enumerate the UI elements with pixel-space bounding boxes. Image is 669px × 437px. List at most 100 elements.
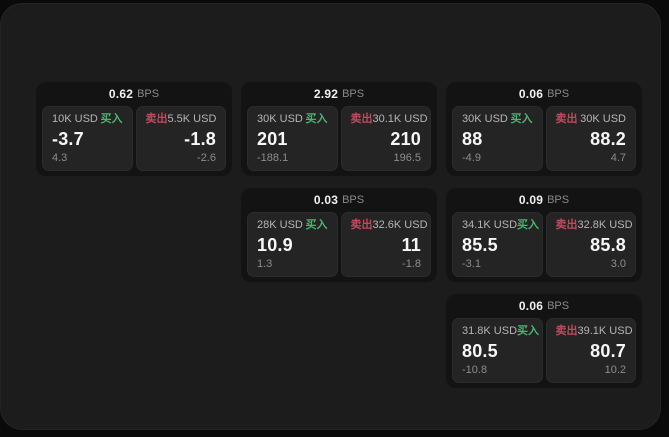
buy-size-label: 31.8K USD: [462, 325, 518, 337]
buy-size-label: 34.1K USD: [462, 219, 518, 231]
buy-main-value: -3.7: [52, 129, 84, 149]
buy-size-label: 10K USD: [52, 113, 98, 125]
sell-panel-header: 卖出 39.1K USD: [556, 326, 633, 337]
buy-panel-header: 10K USD 买入: [52, 114, 123, 125]
dashboard-panel: 0.62 BPS 10K USD 买入 -3.7 4.3 卖出 5.5K USD…: [0, 3, 661, 430]
bps-unit: BPS: [342, 88, 365, 100]
sell-size-label: 32.6K USD: [372, 219, 428, 231]
buy-size-label: 30K USD: [257, 113, 303, 125]
buy-sub-value: -4.9: [462, 152, 481, 164]
buy-panel-header: 30K USD 买入: [257, 114, 328, 125]
buy-sub-value: 1.3: [257, 258, 273, 270]
bps-unit: BPS: [547, 300, 570, 312]
quote-cards-grid: 0.62 BPS 10K USD 买入 -3.7 4.3 卖出 5.5K USD…: [36, 82, 642, 388]
sell-sub-value: -1.8: [402, 258, 421, 270]
buy-sub-value: 4.3: [52, 152, 68, 164]
quote-card: 0.62 BPS 10K USD 买入 -3.7 4.3 卖出 5.5K USD…: [36, 82, 232, 176]
quote-card: 0.06 BPS 31.8K USD 买入 80.5 -10.8 卖出 39.1…: [446, 294, 642, 388]
card-header: 0.62 BPS: [42, 82, 226, 106]
sell-main-value: 88.2: [590, 129, 626, 149]
sell-size-label: 30.1K USD: [372, 113, 428, 125]
sell-direction-label: 卖出: [145, 113, 168, 125]
card-header: 2.92 BPS: [247, 82, 431, 106]
buy-panel[interactable]: 31.8K USD 买入 80.5 -10.8: [452, 318, 543, 383]
sell-sub-value: 196.5: [393, 152, 421, 164]
sell-sub-value: 4.7: [610, 152, 626, 164]
quote-sides: 31.8K USD 买入 80.5 -10.8 卖出 39.1K USD 80.…: [452, 318, 636, 383]
sell-main-value: -1.8: [184, 129, 216, 149]
bps-unit: BPS: [547, 194, 570, 206]
sell-direction-label: 卖出: [555, 219, 578, 231]
sell-panel[interactable]: 卖出 30.1K USD 210 196.5: [340, 106, 431, 171]
quote-card: 2.92 BPS 30K USD 买入 201 -188.1 卖出 30.1K …: [241, 82, 437, 176]
card-header: 0.06 BPS: [452, 294, 636, 318]
sell-sub-value: 3.0: [610, 258, 626, 270]
sell-panel[interactable]: 卖出 5.5K USD -1.8 -2.6: [135, 106, 226, 171]
bps-value: 0.09: [518, 193, 544, 207]
buy-direction-label: 买入: [510, 113, 533, 125]
buy-direction-label: 买入: [517, 325, 540, 337]
buy-panel-header: 30K USD 买入: [462, 114, 533, 125]
buy-panel[interactable]: 28K USD 买入 10.9 1.3: [247, 212, 338, 277]
sell-direction-label: 卖出: [350, 113, 373, 125]
buy-direction-label: 买入: [305, 113, 328, 125]
buy-size-label: 28K USD: [257, 219, 303, 231]
bps-unit: BPS: [342, 194, 365, 206]
quote-sides: 10K USD 买入 -3.7 4.3 卖出 5.5K USD -1.8 -2.…: [42, 106, 226, 171]
buy-sub-value: -10.8: [462, 364, 488, 376]
sell-panel[interactable]: 卖出 30K USD 88.2 4.7: [545, 106, 636, 171]
sell-direction-label: 卖出: [350, 219, 373, 231]
buy-panel[interactable]: 30K USD 买入 88 -4.9: [452, 106, 543, 171]
quote-card: 0.03 BPS 28K USD 买入 10.9 1.3 卖出 32.6K US…: [241, 188, 437, 282]
buy-panel-header: 31.8K USD 买入: [462, 325, 539, 337]
buy-direction-label: 买入: [305, 219, 328, 231]
sell-size-label: 39.1K USD: [577, 325, 633, 337]
card-header: 0.09 BPS: [452, 188, 636, 212]
sell-panel-header: 卖出 30.1K USD: [350, 113, 428, 125]
bps-value: 2.92: [313, 87, 339, 101]
card-header: 0.06 BPS: [452, 82, 636, 106]
buy-panel-header: 34.1K USD 买入: [462, 219, 539, 231]
sell-sub-value: 10.2: [604, 364, 626, 376]
sell-size-label: 30K USD: [580, 113, 626, 125]
sell-direction-label: 卖出: [555, 113, 578, 125]
buy-direction-label: 买入: [100, 113, 123, 125]
buy-main-value: 201: [257, 129, 288, 149]
bps-value: 0.06: [518, 87, 544, 101]
sell-panel[interactable]: 卖出 32.6K USD 11 -1.8: [340, 212, 431, 277]
sell-panel-header: 卖出 5.5K USD: [146, 114, 217, 125]
sell-sub-value: -2.6: [197, 152, 216, 164]
sell-panel-header: 卖出 32.8K USD: [555, 219, 633, 231]
sell-panel[interactable]: 卖出 32.8K USD 85.8 3.0: [545, 212, 636, 277]
sell-size-label: 32.8K USD: [577, 219, 633, 231]
sell-size-label: 5.5K USD: [167, 113, 217, 125]
bps-value: 0.03: [313, 193, 339, 207]
bps-unit: BPS: [547, 88, 570, 100]
sell-main-value: 210: [390, 129, 421, 149]
buy-main-value: 88: [462, 129, 483, 149]
buy-sub-value: -3.1: [462, 258, 481, 270]
sell-main-value: 85.8: [590, 235, 626, 255]
buy-size-label: 30K USD: [462, 113, 508, 125]
buy-main-value: 85.5: [462, 235, 498, 255]
bps-value: 0.62: [108, 87, 134, 101]
buy-panel[interactable]: 30K USD 买入 201 -188.1: [247, 106, 338, 171]
buy-main-value: 10.9: [257, 235, 293, 255]
bps-unit: BPS: [137, 88, 160, 100]
bps-value: 0.06: [518, 299, 544, 313]
sell-panel[interactable]: 卖出 39.1K USD 80.7 10.2: [545, 318, 636, 383]
buy-main-value: 80.5: [462, 341, 498, 361]
buy-panel[interactable]: 10K USD 买入 -3.7 4.3: [42, 106, 133, 171]
sell-main-value: 11: [401, 235, 421, 255]
quote-sides: 30K USD 买入 88 -4.9 卖出 30K USD 88.2 4.7: [452, 106, 636, 171]
card-header: 0.03 BPS: [247, 188, 431, 212]
buy-panel-header: 28K USD 买入: [257, 220, 328, 231]
buy-sub-value: -188.1: [257, 152, 289, 164]
quote-sides: 28K USD 买入 10.9 1.3 卖出 32.6K USD 11 -1.8: [247, 212, 431, 277]
buy-panel[interactable]: 34.1K USD 买入 85.5 -3.1: [452, 212, 543, 277]
sell-main-value: 80.7: [590, 341, 626, 361]
quote-sides: 30K USD 买入 201 -188.1 卖出 30.1K USD 210 1…: [247, 106, 431, 171]
sell-panel-header: 卖出 32.6K USD: [350, 219, 428, 231]
sell-panel-header: 卖出 30K USD: [556, 114, 627, 125]
